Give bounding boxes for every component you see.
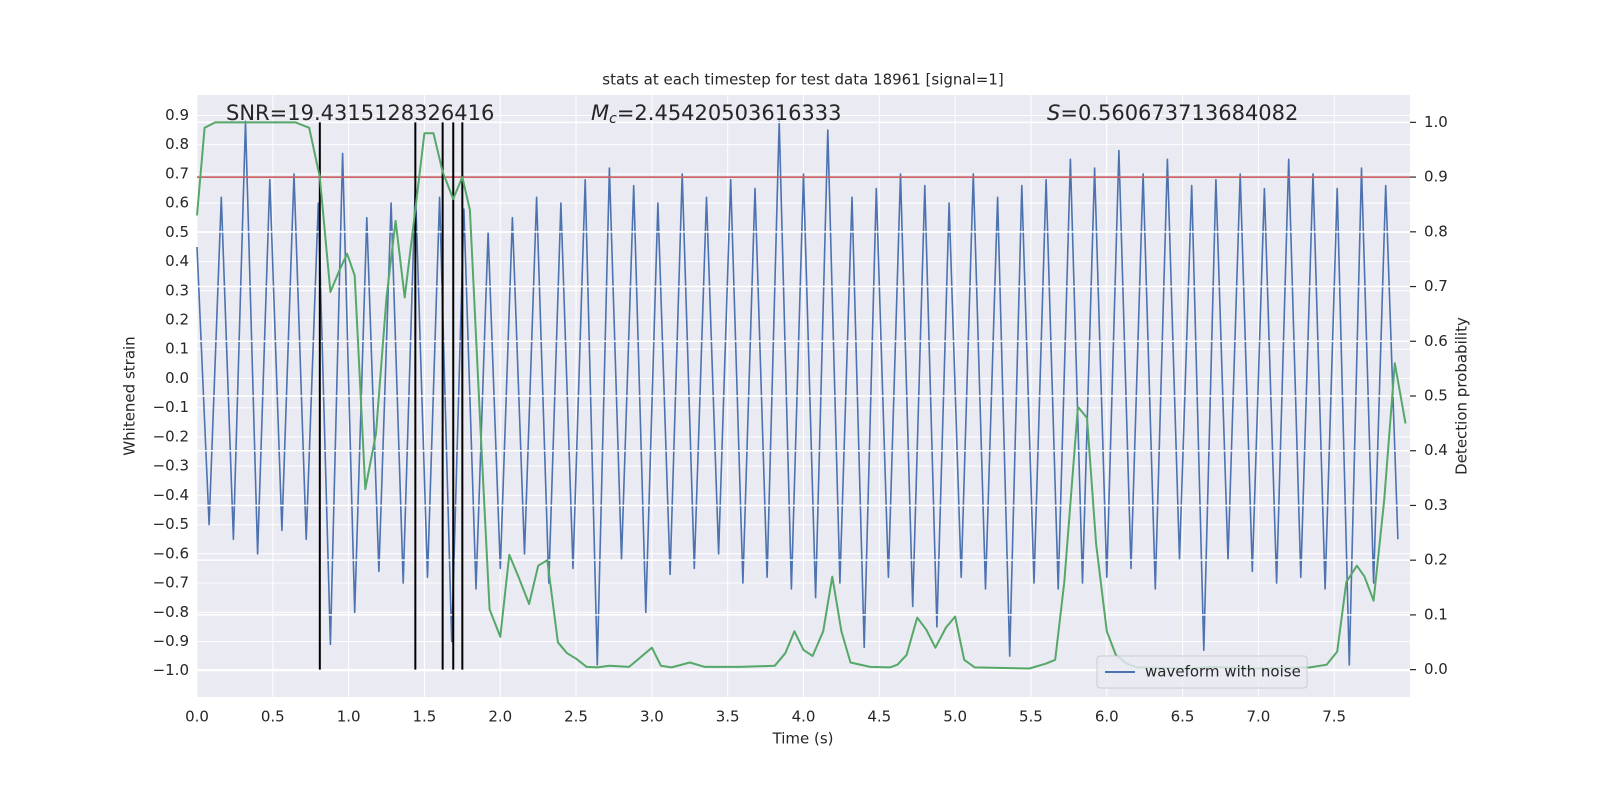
y-tick-label: 0.5 <box>165 223 189 241</box>
y2-tick-label: 0.9 <box>1424 168 1448 186</box>
x-tick-label: 0.0 <box>185 708 209 726</box>
x-tick-label: 3.0 <box>640 708 664 726</box>
y-tick-label: 0.4 <box>165 252 189 270</box>
y2-tick-label: 0.4 <box>1424 441 1448 459</box>
x-tick-label: 1.5 <box>413 708 437 726</box>
mc-value: =2.45420503616333 <box>617 101 842 125</box>
x-tick-label: 0.5 <box>261 708 285 726</box>
y2-tick-label: 0.1 <box>1424 605 1448 623</box>
y2-tick-label: 1.0 <box>1424 113 1448 131</box>
y-tick-label: 0.8 <box>165 135 189 153</box>
mc-subscript: c <box>609 111 617 127</box>
s-symbol: S <box>1047 101 1060 125</box>
mc-symbol: M <box>591 101 609 125</box>
y-axis-label: Whitened strain <box>121 336 139 455</box>
x-tick-label: 3.5 <box>716 708 740 726</box>
x-tick-label: 6.0 <box>1095 708 1119 726</box>
s-annotation: S=0.560673713684082 <box>1047 101 1298 125</box>
y-tick-label: 0.0 <box>165 369 189 387</box>
mc-annotation: Mc=2.45420503616333 <box>591 101 842 127</box>
x-tick-label: 6.5 <box>1171 708 1195 726</box>
y-tick-label: 0.3 <box>165 281 189 299</box>
y2-tick-label: 0.0 <box>1424 660 1448 678</box>
y-tick-label: −0.7 <box>153 574 189 592</box>
y-tick-label: −0.9 <box>153 632 189 650</box>
y-tick-label: −0.5 <box>153 515 189 533</box>
y2-tick-label: 0.6 <box>1424 332 1448 350</box>
y-tick-label: 0.9 <box>165 106 189 124</box>
x-tick-label: 2.0 <box>488 708 512 726</box>
x-tick-label: 4.5 <box>867 708 891 726</box>
x-tick-label: 7.5 <box>1322 708 1346 726</box>
s-value: =0.560673713684082 <box>1060 101 1298 125</box>
x-tick-label: 1.0 <box>337 708 361 726</box>
y-tick-label: 0.6 <box>165 194 189 212</box>
x-tick-label: 5.0 <box>943 708 967 726</box>
series-line <box>196 120 1399 666</box>
y2-tick-label: 0.2 <box>1424 551 1448 569</box>
chart-title: stats at each timestep for test data 189… <box>602 71 1003 89</box>
y2-tick-label: 0.5 <box>1424 387 1448 405</box>
x-tick-label: 2.5 <box>564 708 588 726</box>
over-layer: waveform with noise <box>196 121 1410 689</box>
y2-tick-label: 0.7 <box>1424 277 1448 295</box>
y2-tick-label: 0.3 <box>1424 496 1448 514</box>
y-tick-label: −0.2 <box>153 427 189 445</box>
y2-tick-label: 0.8 <box>1424 222 1448 240</box>
y-tick-label: −0.8 <box>153 603 189 621</box>
x-tick-label: 4.0 <box>792 708 816 726</box>
y-tick-label: 0.7 <box>165 164 189 182</box>
legend-label: waveform with noise <box>1145 663 1301 681</box>
snr-annotation: SNR=19.4315128326416 <box>226 101 494 125</box>
y-tick-label: −1.0 <box>153 661 189 679</box>
y-tick-label: −0.4 <box>153 486 189 504</box>
y-tick-label: −0.1 <box>153 398 189 416</box>
y-tick-label: 0.1 <box>165 340 189 358</box>
legend-box <box>1096 655 1308 689</box>
x-axis-label: Time (s) <box>772 730 834 748</box>
y2-axis-label: Detection probability <box>1453 317 1471 475</box>
y-tick-label: 0.2 <box>165 311 189 329</box>
y-tick-label: −0.3 <box>153 457 189 475</box>
y-tick-label: −0.6 <box>153 544 189 562</box>
x-tick-label: 7.0 <box>1246 708 1270 726</box>
x-tick-label: 5.5 <box>1019 708 1043 726</box>
